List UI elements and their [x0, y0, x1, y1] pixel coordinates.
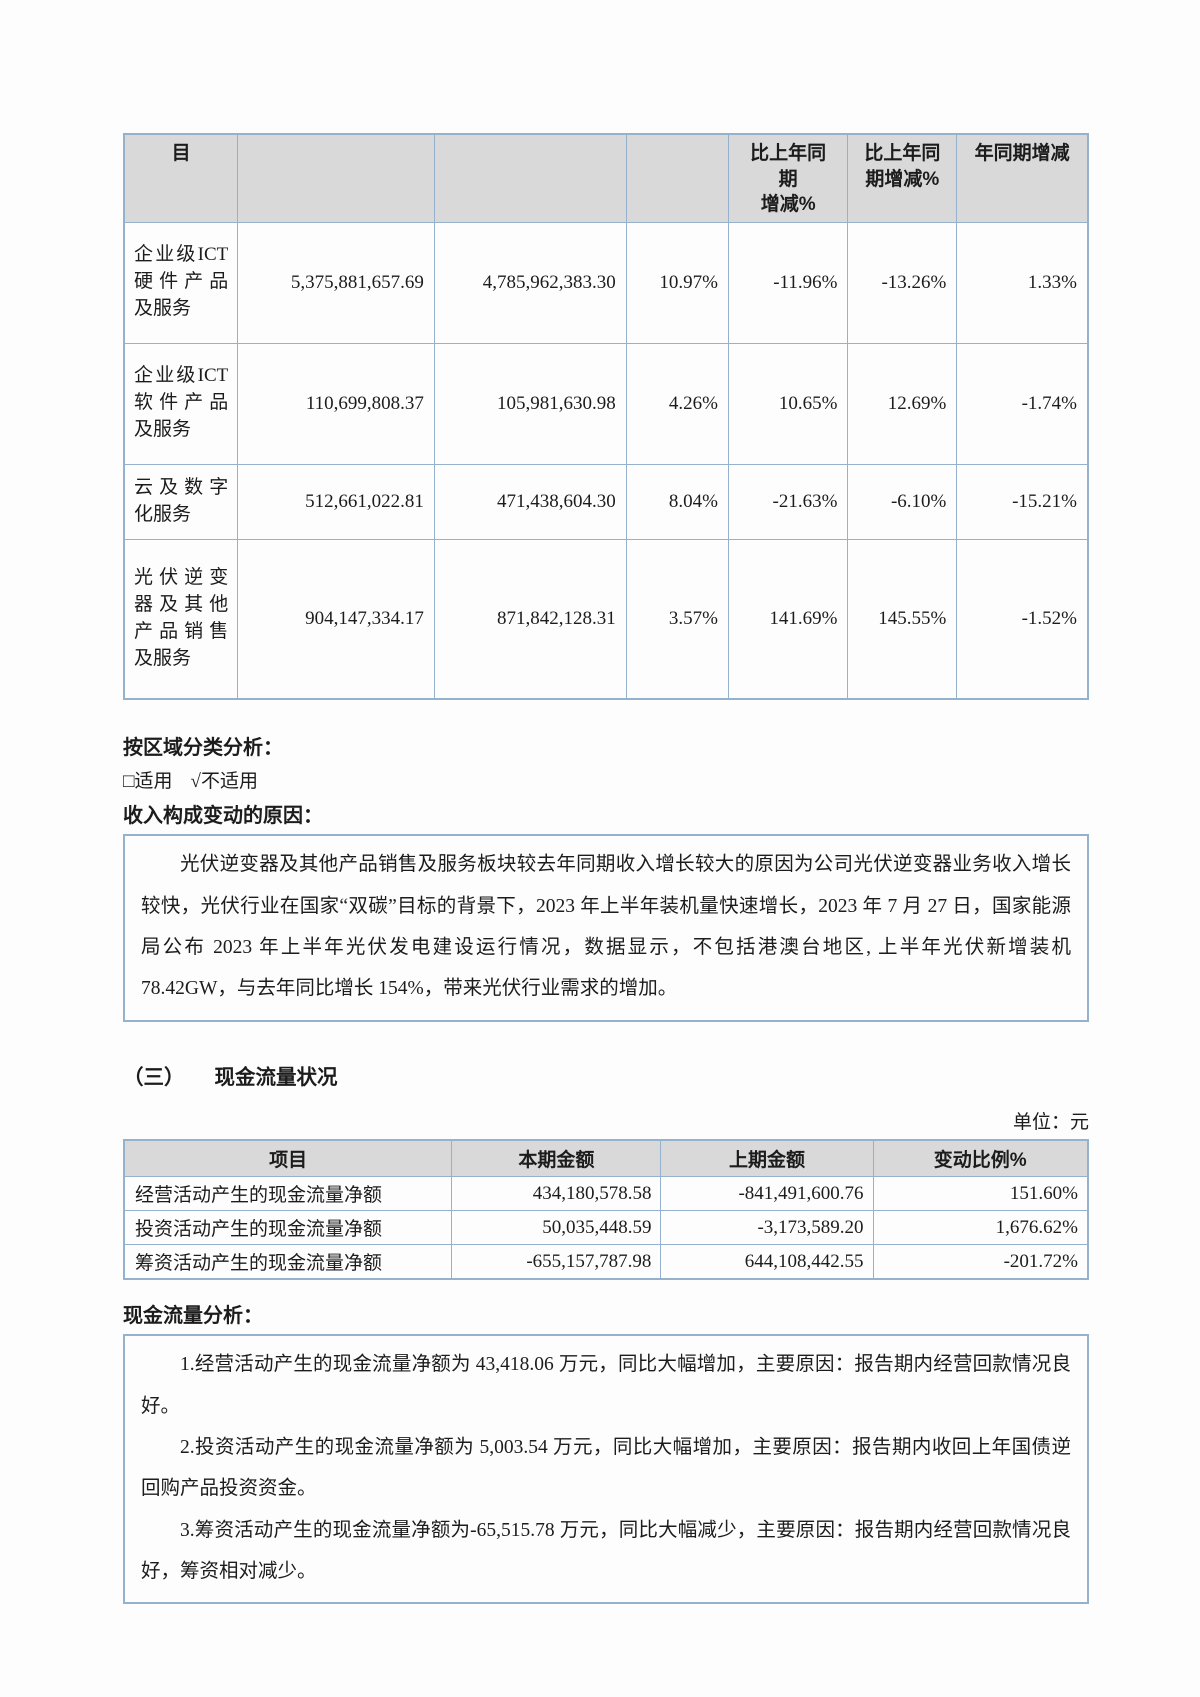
change-pct-cell: -201.72%: [872, 1244, 1089, 1280]
pct-cell: -1.52%: [956, 538, 1089, 700]
not-applicable-label: 不适用: [200, 770, 258, 792]
change-pct-cell: 1,676.62%: [872, 1210, 1089, 1246]
cashflow-analysis-box: 1.经营活动产生的现金流量净额为 43,418.06 万元，同比大幅增加，主要原…: [123, 1334, 1089, 1605]
product-name-cell: 云及数字化服务: [123, 463, 239, 540]
pct-cell: -11.96%: [727, 221, 849, 344]
previous-amount-cell: 105,981,630.98: [433, 342, 627, 465]
check-mark-icon: √: [190, 770, 201, 792]
current-amount-cell: 904,147,334.17: [237, 538, 435, 700]
current-amount-cell: 110,699,808.37: [237, 342, 435, 465]
header-line: 期: [778, 168, 798, 190]
cashflow-analysis-title: 现金流量分析：: [123, 1305, 263, 1328]
pct-cell: 10.97%: [625, 221, 729, 344]
report-content: 目 比上年同 期 增减% 比上年同 期增减% 年同期增减: [123, 133, 1089, 1605]
current-amount-cell: 512,661,022.81: [237, 463, 435, 540]
table1-header-yoy-change-a: 比上年同 期 增减%: [727, 133, 849, 223]
table-row: 企业级ICT软件产品及服务 110,699,808.37 105,981,630…: [123, 342, 1089, 465]
table1-header-yoy-change-b: 比上年同 期增减%: [847, 133, 958, 223]
pct-cell: 4.26%: [625, 342, 729, 465]
current-amount-cell: -655,157,787.98: [451, 1244, 662, 1280]
pct-cell: -13.26%: [847, 221, 958, 344]
pct-cell: 8.04%: [625, 463, 729, 540]
current-amount-cell: 5,375,881,657.69: [237, 221, 435, 344]
pct-cell: 12.69%: [847, 342, 958, 465]
applicability-line: □适用 √不适用: [123, 769, 1089, 796]
pct-cell: 3.57%: [625, 538, 729, 700]
change-pct-cell: 151.60%: [872, 1176, 1089, 1212]
pct-cell: -21.63%: [727, 463, 849, 540]
current-amount-cell: 50,035,448.59: [451, 1210, 662, 1246]
table-row: 投资活动产生的现金流量净额 50,035,448.59 -3,173,589.2…: [123, 1210, 1089, 1246]
table-row: 光伏逆变器及其他产品销售及服务 904,147,334.17 871,842,1…: [123, 538, 1089, 700]
product-name-cell: 企业级ICT软件产品及服务: [123, 342, 239, 465]
previous-amount-cell: 4,785,962,383.30: [433, 221, 627, 344]
section-label: 现金流量状况: [214, 1065, 338, 1089]
previous-amount-cell: -3,173,589.20: [660, 1210, 874, 1246]
revenue-change-title: 收入构成变动的原因：: [123, 805, 323, 828]
region-analysis-title: 按区域分类分析：: [123, 736, 283, 759]
applicable-label: 适用: [134, 770, 173, 792]
checkbox-unchecked-icon: □: [123, 770, 135, 792]
unit-label: 单位：元: [1012, 1112, 1089, 1134]
pct-cell: 141.69%: [727, 538, 849, 700]
revenue-change-box: 光伏逆变器及其他产品销售及服务板块较去年同期收入增长较大的原因为公司光伏逆变器业…: [123, 834, 1089, 1022]
pct-cell: 1.33%: [956, 221, 1089, 344]
table-row: 经营活动产生的现金流量净额 434,180,578.58 -841,491,60…: [123, 1176, 1089, 1212]
pct-cell: 145.55%: [847, 538, 958, 700]
table1-header-empty-1: [237, 133, 435, 223]
current-amount-cell: 434,180,578.58: [451, 1176, 662, 1212]
analysis-paragraph-3: 3.筹资活动产生的现金流量净额为-65,515.78 万元，同比大幅减少，主要原…: [141, 1519, 1071, 1583]
revenue-change-paragraph: 光伏逆变器及其他产品销售及服务板块较去年同期收入增长较大的原因为公司光伏逆变器业…: [141, 854, 1071, 1000]
pct-cell: 10.65%: [727, 342, 849, 465]
product-name-cell: 光伏逆变器及其他产品销售及服务: [123, 538, 239, 700]
table1-header-empty-3: [625, 133, 729, 223]
table2-header-item: 项目: [123, 1139, 453, 1178]
table2-header-row: 项目 本期金额 上期金额 变动比例%: [123, 1139, 1089, 1178]
table2-header-change: 变动比例%: [872, 1139, 1089, 1178]
cashflow-item-cell: 经营活动产生的现金流量净额: [123, 1176, 453, 1212]
pct-cell: -15.21%: [956, 463, 1089, 540]
previous-amount-cell: 871,842,128.31: [433, 538, 627, 700]
analysis-paragraph-1: 1.经营活动产生的现金流量净额为 43,418.06 万元，同比大幅增加，主要原…: [141, 1354, 1071, 1417]
header-line: 比上年同: [864, 143, 941, 164]
table-row: 企业级ICT硬件产品及服务 5,375,881,657.69 4,785,962…: [123, 221, 1089, 344]
previous-amount-cell: 471,438,604.30: [433, 463, 627, 540]
cashflow-item-cell: 筹资活动产生的现金流量净额: [123, 1244, 453, 1280]
table1-header-item: 目: [123, 133, 239, 223]
analysis-paragraph-2: 2.投资活动产生的现金流量净额为 5,003.54 万元，同比大幅增加，主要原因…: [141, 1437, 1071, 1500]
product-name-cell: 企业级ICT硬件产品及服务: [123, 221, 239, 344]
revenue-by-product-table: 目 比上年同 期 增减% 比上年同 期增减% 年同期增减: [123, 133, 1089, 700]
previous-amount-cell: -841,491,600.76: [660, 1176, 874, 1212]
pct-cell: -6.10%: [847, 463, 958, 540]
table1-header-empty-2: [433, 133, 627, 223]
table-row: 云及数字化服务 512,661,022.81 471,438,604.30 8.…: [123, 463, 1089, 540]
header-line: 增减%: [760, 194, 816, 216]
header-line: 期增减%: [865, 168, 940, 190]
header-line: 比上年同: [750, 143, 827, 164]
cashflow-table: 项目 本期金额 上期金额 变动比例% 经营活动产生的现金流量净额 434,180…: [123, 1139, 1089, 1281]
table1-header-yoy-change-c: 年同期增减: [956, 133, 1089, 223]
cashflow-item-cell: 投资活动产生的现金流量净额: [123, 1210, 453, 1246]
table2-header-current: 本期金额: [451, 1139, 662, 1178]
pct-cell: -1.74%: [956, 342, 1089, 465]
table2-header-previous: 上期金额: [660, 1139, 874, 1178]
section-number: （三）: [123, 1065, 185, 1089]
cashflow-section-title: （三） 现金流量状况: [123, 1064, 1089, 1093]
table1-header-row: 目 比上年同 期 增减% 比上年同 期增减% 年同期增减: [123, 133, 1089, 223]
previous-amount-cell: 644,108,442.55: [660, 1244, 874, 1280]
table-row: 筹资活动产生的现金流量净额 -655,157,787.98 644,108,44…: [123, 1244, 1089, 1280]
